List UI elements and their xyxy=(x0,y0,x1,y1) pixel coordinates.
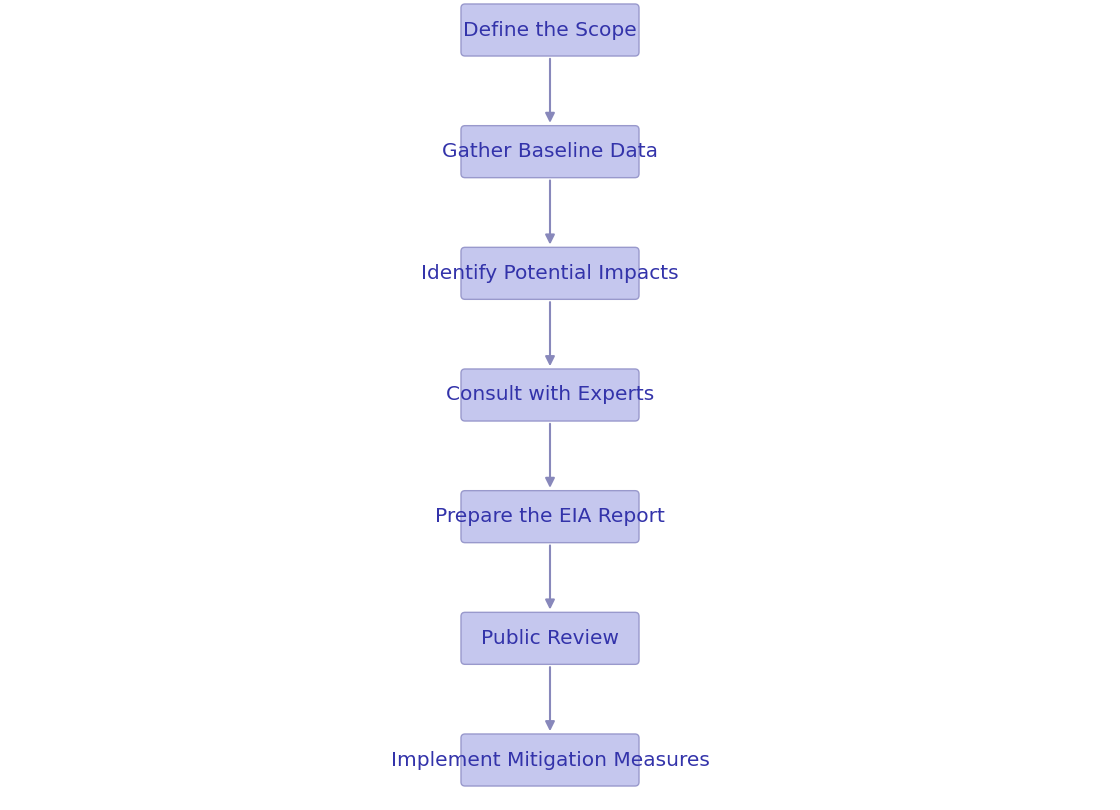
Text: Identify Potential Impacts: Identify Potential Impacts xyxy=(421,264,679,283)
FancyBboxPatch shape xyxy=(461,491,640,543)
Text: Consult with Experts: Consult with Experts xyxy=(446,386,654,404)
FancyBboxPatch shape xyxy=(461,247,640,300)
FancyBboxPatch shape xyxy=(461,612,640,664)
FancyBboxPatch shape xyxy=(461,4,640,56)
Text: Public Review: Public Review xyxy=(480,629,619,648)
Text: Implement Mitigation Measures: Implement Mitigation Measures xyxy=(391,751,709,769)
FancyBboxPatch shape xyxy=(461,126,640,177)
Text: Define the Scope: Define the Scope xyxy=(464,20,637,40)
FancyBboxPatch shape xyxy=(461,734,640,786)
Text: Gather Baseline Data: Gather Baseline Data xyxy=(442,143,659,161)
Text: Prepare the EIA Report: Prepare the EIA Report xyxy=(435,507,665,526)
FancyBboxPatch shape xyxy=(461,369,640,421)
